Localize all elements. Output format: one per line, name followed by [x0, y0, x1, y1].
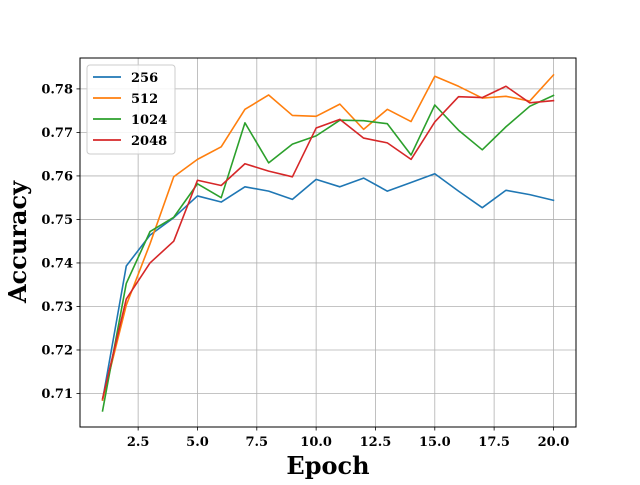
y-tick-label: 0.76	[41, 169, 73, 184]
grid	[80, 58, 576, 427]
y-tick-label: 0.74	[41, 256, 73, 271]
legend: 256 512 1024 2048	[86, 64, 176, 155]
y-tick-label: 0.78	[41, 82, 73, 97]
plot-frame	[79, 57, 577, 428]
x-axis-label: Epoch	[286, 451, 369, 480]
legend-label: 512	[131, 92, 158, 107]
series-line-256	[101, 172, 555, 401]
legend-item-512: 512	[93, 92, 158, 107]
legend-label: 2048	[131, 134, 167, 149]
legend-item-256: 256	[93, 71, 158, 86]
x-tick-label: 15.0	[419, 435, 451, 450]
series-line-512	[101, 73, 555, 401]
series-line-1024	[101, 94, 555, 412]
x-tick-label: 5.0	[186, 435, 209, 450]
x-tick-label: 17.5	[478, 435, 510, 450]
x-axis-ticks: 2.5 5.0 7.5 10.0 12.5 15.0 17.5 20.0	[127, 427, 569, 450]
y-tick-label: 0.75	[41, 213, 73, 228]
legend-box	[86, 64, 176, 155]
legend-item-2048: 2048	[93, 134, 167, 149]
x-tick-label: 2.5	[127, 435, 150, 450]
x-tick-label: 12.5	[360, 435, 392, 450]
legend-label: 1024	[131, 113, 167, 128]
legend-item-1024: 1024	[93, 113, 167, 128]
y-tick-label: 0.73	[41, 300, 73, 315]
series-line-2048	[101, 85, 555, 400]
x-tick-label: 7.5	[245, 435, 268, 450]
legend-label: 256	[131, 71, 158, 86]
x-tick-label: 10.0	[300, 435, 332, 450]
y-tick-label: 0.71	[41, 387, 73, 402]
y-tick-label: 0.77	[41, 126, 73, 141]
y-axis-ticks: 0.71 0.72 0.73 0.74 0.75 0.76 0.77 0.78	[41, 82, 80, 402]
series-lines	[101, 73, 555, 412]
y-tick-label: 0.72	[41, 343, 73, 358]
y-axis-label: Accuracy	[3, 180, 32, 304]
x-tick-label: 20.0	[538, 435, 570, 450]
